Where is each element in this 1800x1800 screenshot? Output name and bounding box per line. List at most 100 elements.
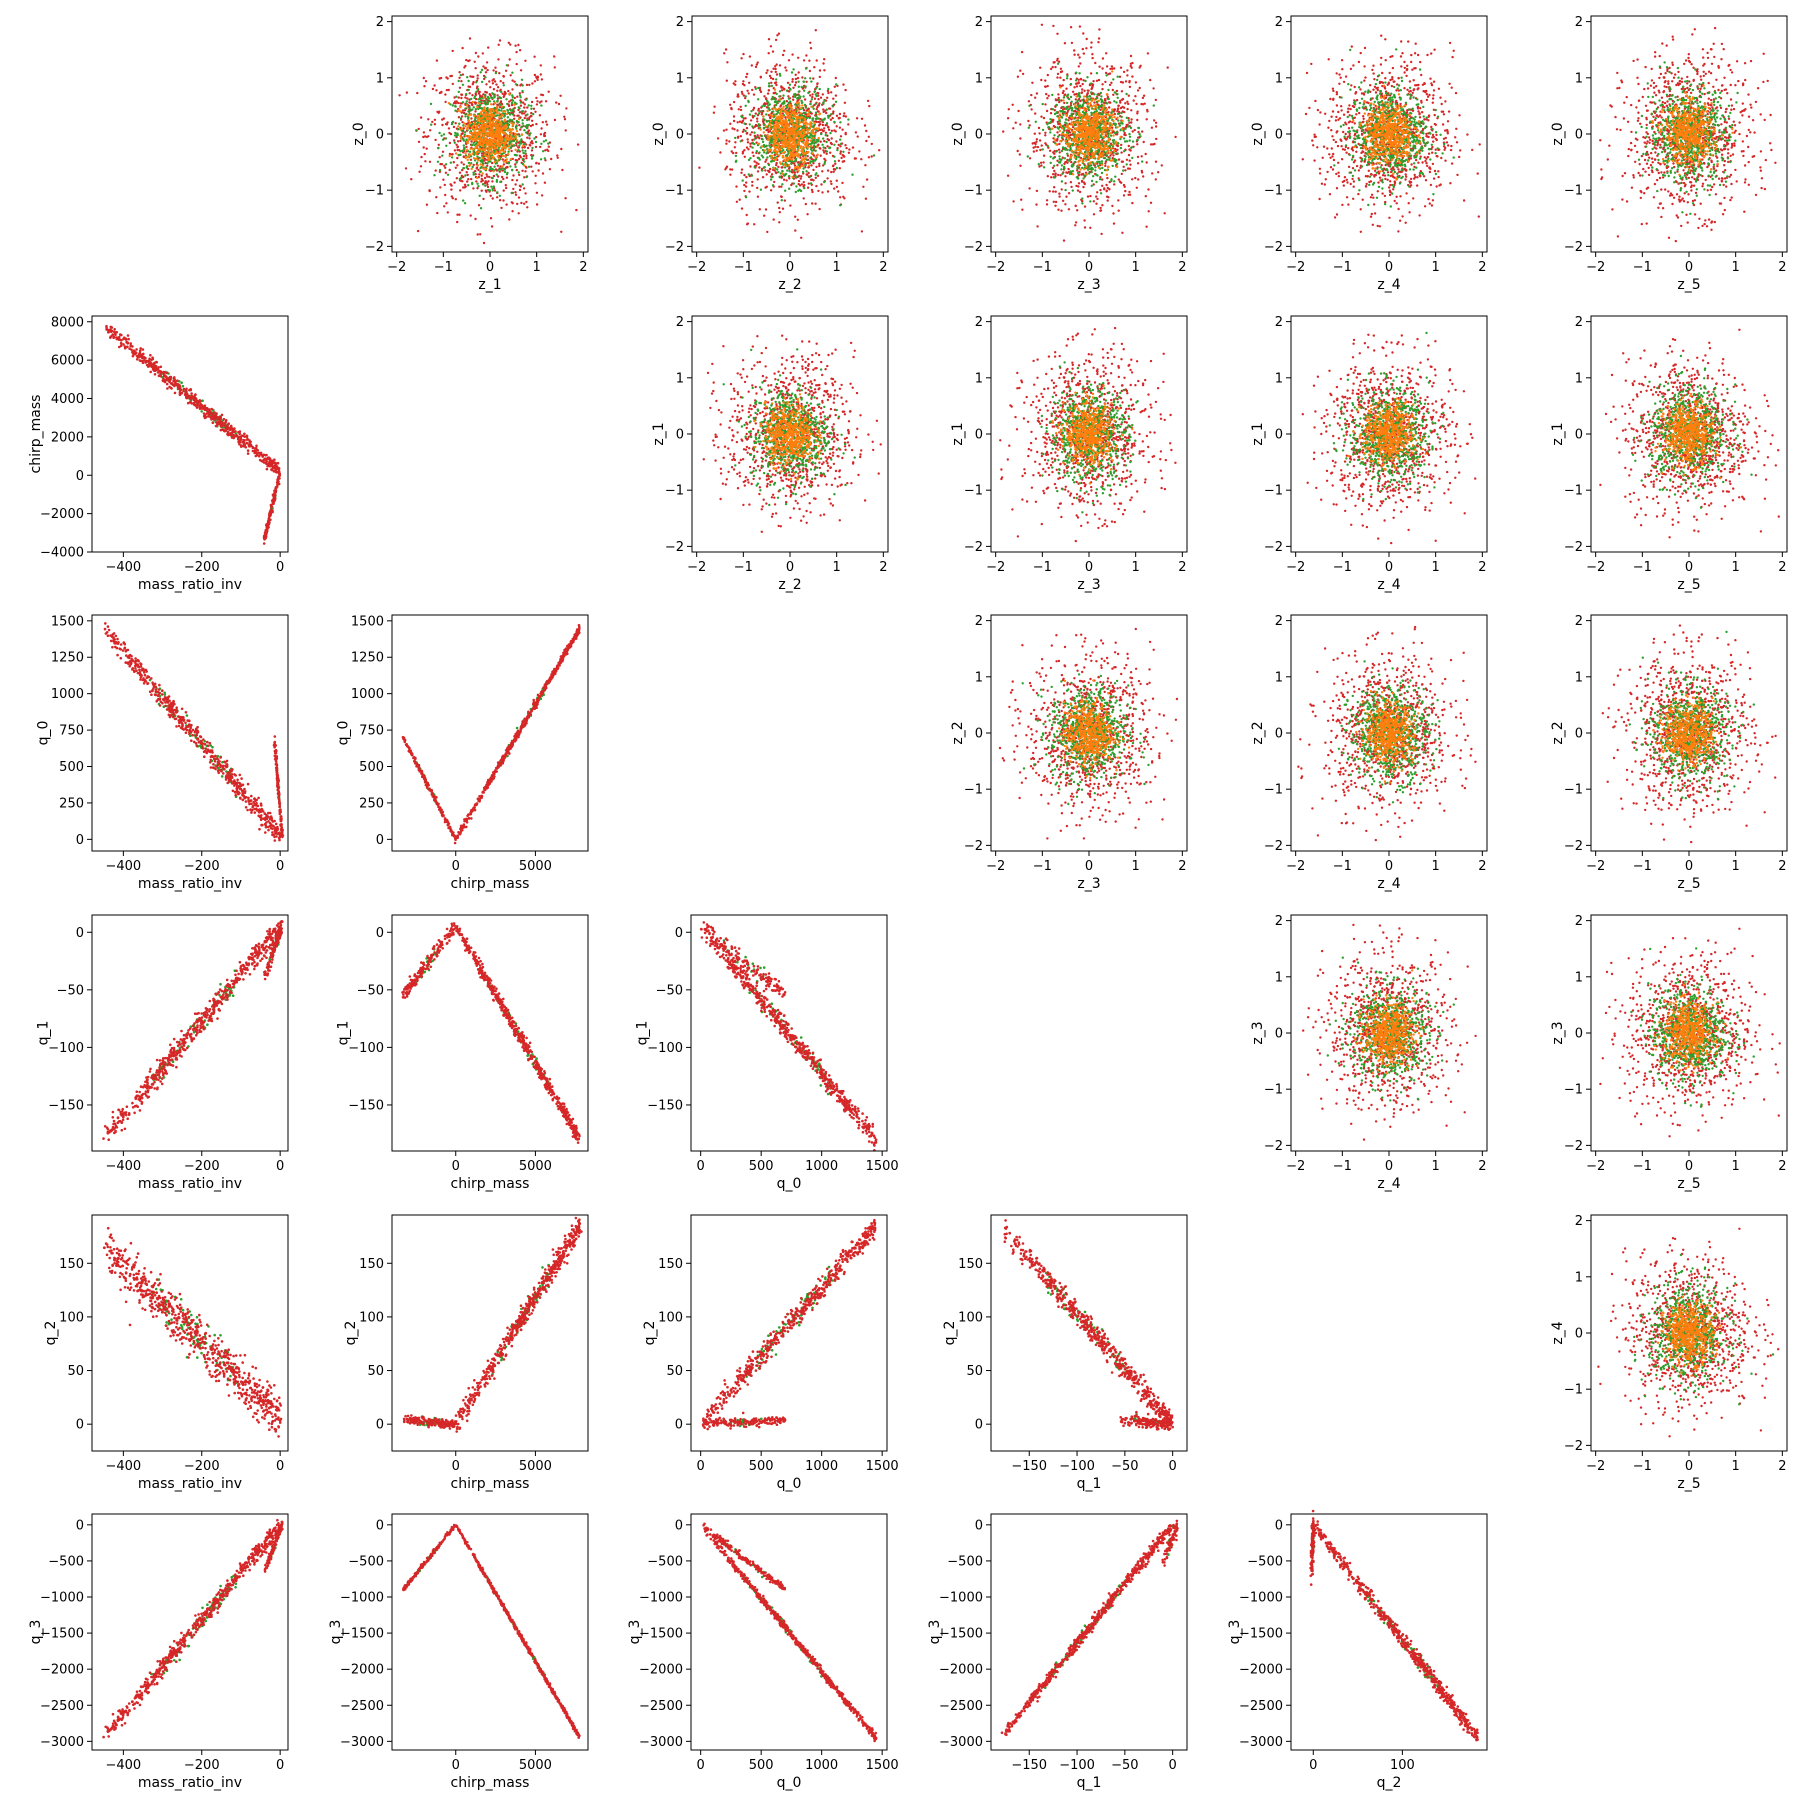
data-point [511,88,513,90]
data-point [531,140,533,142]
data-point [519,49,521,51]
data-point [511,79,513,81]
data-point [436,212,438,214]
data-point [511,210,513,212]
data-point [519,189,521,191]
data-point [535,97,537,99]
data-point [461,180,463,182]
data-point [469,37,471,39]
data-point [425,80,427,82]
data-point [487,186,489,188]
data-point [565,129,567,131]
data-point [515,51,517,53]
data-point [418,141,420,143]
data-point [484,91,486,93]
data-point [445,202,447,204]
data-point [517,44,519,46]
data-point [456,177,458,179]
data-point [547,150,549,152]
data-point [556,154,558,156]
data-point [515,194,517,196]
data-point [506,177,508,179]
data-point [486,175,488,177]
data-point [443,205,445,207]
data-point [398,94,400,96]
data-point [470,117,472,119]
data-point [512,202,514,204]
data-point [482,100,484,102]
data-point [424,160,426,162]
data-point [539,146,541,148]
data-point [463,66,465,68]
data-point [453,181,455,183]
data-point [446,121,448,123]
data-point [518,124,520,126]
data-point [548,146,550,148]
data-point [444,184,446,186]
data-point [577,143,579,145]
data-point [534,74,536,76]
data-point [554,119,556,121]
data-point [406,91,408,93]
data-point [455,167,457,169]
data-point [526,206,528,208]
data-point [453,126,455,128]
data-point [486,165,488,167]
data-point [410,178,412,180]
data-point [520,185,522,187]
data-point [482,52,484,54]
data-point [528,137,530,139]
data-point [483,242,485,244]
data-point [523,106,525,108]
data-point [477,77,479,79]
data-point [423,131,425,133]
data-point [458,96,460,98]
data-point [466,180,468,182]
data-point [456,146,458,148]
data-point [458,116,460,118]
data-point [560,148,562,150]
data-point [564,118,566,120]
data-point [575,209,577,211]
data-point [544,135,546,137]
data-point [424,153,426,155]
data-point [486,61,488,63]
data-point [542,121,544,123]
data-point [470,214,472,216]
data-point [500,80,502,82]
data-point [565,107,567,109]
data-point [486,69,488,71]
data-point [537,169,539,171]
data-point [503,163,505,165]
data-point [484,67,486,69]
data-point [496,90,498,92]
data-point [475,52,477,54]
data-point [496,104,498,106]
data-point [545,121,547,123]
data-point [523,155,525,157]
data-point [476,167,478,169]
data-point [482,198,484,200]
data-point [505,184,507,186]
data-point [538,163,540,165]
data-point [540,100,542,102]
data-point [516,96,518,98]
data-point [459,189,461,191]
data-point [527,147,529,149]
data-point [453,161,455,163]
data-point [485,71,487,73]
data-point [481,175,483,177]
data-point [534,111,536,113]
data-point [516,203,518,205]
data-point [498,72,500,74]
data-point [431,121,433,123]
data-point [477,233,479,235]
data-point [458,77,460,79]
data-point [466,171,468,173]
data-point [439,186,441,188]
data-point [439,92,441,94]
data-point [491,180,493,182]
data-point [470,178,472,180]
data-point [516,179,518,181]
data-point [540,94,542,96]
